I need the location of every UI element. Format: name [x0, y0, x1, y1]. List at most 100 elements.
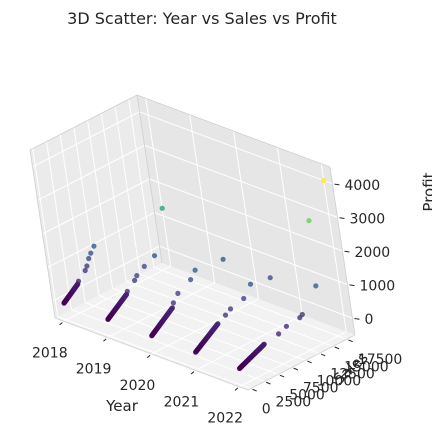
scatter-point	[297, 315, 303, 321]
y-axis-tick-label: 17500	[358, 352, 403, 368]
scatter-point	[134, 273, 140, 279]
y-axis-tick	[265, 381, 271, 385]
grid-line-y	[153, 266, 347, 340]
scatter-point	[313, 283, 319, 289]
grid-lines	[32, 98, 353, 390]
grid-line-z	[149, 178, 343, 252]
pane-edge	[136, 94, 331, 168]
y-axis-tick-label: 15000	[344, 359, 389, 375]
scatter-point	[220, 256, 226, 262]
scatter-point	[141, 263, 147, 269]
grid-line-x	[63, 265, 172, 322]
z-axis-tick	[349, 284, 355, 287]
x-axis-tick	[190, 371, 195, 375]
grid-line-z	[144, 144, 338, 218]
y-axis-tick-label: 2500	[276, 395, 312, 411]
grid-line-z	[159, 245, 353, 319]
grid-line-z	[37, 144, 145, 201]
pane-edge	[247, 334, 356, 391]
grid-line-y	[126, 280, 320, 354]
z-axis-tick-label: 3000	[350, 211, 386, 227]
scatter-point	[88, 250, 94, 256]
y-axis-tick	[293, 367, 299, 371]
z-axis-tick	[354, 318, 360, 320]
x-axis-label: Year	[105, 397, 139, 415]
y-axis-tick-label: 10000	[317, 373, 362, 389]
z-axis-tick	[344, 250, 350, 253]
scatter-point	[222, 312, 229, 318]
scatter-point	[82, 267, 88, 274]
z-axis-tick	[339, 217, 345, 219]
x-axis-tick-label: 2021	[164, 394, 200, 410]
grid-line-y	[71, 309, 265, 383]
y-axis-tick	[334, 346, 340, 350]
y-axis-tick	[320, 353, 326, 357]
x-axis-tick	[146, 354, 151, 358]
grid-line-z	[139, 111, 333, 185]
x-axis-tick-label: 2018	[32, 345, 68, 361]
scatter-point	[267, 275, 273, 281]
scatter-point	[193, 349, 199, 355]
grid-line-z	[154, 212, 348, 286]
grid-line-z	[32, 111, 140, 168]
grid-line-y	[139, 273, 334, 347]
scatter-point	[236, 365, 243, 372]
x-axis-tick-label: 2020	[120, 378, 156, 394]
z-axis-tick-label: 0	[365, 312, 374, 328]
y-axis-tick-label: 12500	[330, 366, 375, 382]
y-axis-tick	[348, 339, 353, 343]
grid-line-x	[238, 331, 347, 388]
axes-panes	[30, 95, 355, 390]
scatter-point	[227, 306, 234, 312]
scatter-point	[149, 333, 155, 339]
grid-line-y	[112, 287, 306, 361]
grid-line-y	[98, 294, 293, 368]
x-axis-tick	[103, 338, 107, 342]
x-axis-tick	[234, 387, 239, 391]
pane-edge	[329, 166, 356, 336]
z-axis-tick-label: 4000	[345, 178, 381, 194]
chart-title: 3D Scatter: Year vs Sales vs Profit	[67, 9, 337, 28]
scatter-point	[86, 255, 92, 262]
scatter-point	[241, 295, 247, 302]
z-axis-tick-label: 1000	[360, 279, 396, 295]
grid-line-x	[151, 298, 259, 355]
scatter-point	[175, 290, 181, 296]
scatter-point	[247, 281, 254, 287]
y-axis-tick-label: 5000	[289, 388, 325, 404]
grid-line-z	[42, 178, 150, 235]
scatter-point	[188, 277, 194, 283]
scatter-point	[132, 277, 138, 283]
y-axis-tick	[252, 388, 257, 392]
scatter-points	[61, 177, 327, 372]
scatter-point	[321, 177, 327, 184]
scatter-point	[306, 218, 312, 224]
pane-edge	[29, 94, 138, 151]
scatter-point	[159, 205, 165, 211]
scatter-point	[170, 300, 176, 306]
x-axis-tick	[59, 322, 63, 326]
axes-edges	[29, 94, 356, 391]
z-axis-tick-label: 2000	[355, 245, 391, 261]
x-axis-tick-label: 2022	[207, 411, 243, 427]
grid-line-x	[107, 282, 215, 339]
scatter-point	[192, 267, 198, 273]
grid-line-z	[47, 212, 155, 269]
scatter-point	[91, 243, 97, 249]
scatter-point	[105, 316, 111, 322]
y-axis-tick-label: 7500	[303, 380, 339, 396]
y-axis-tick-label: 0	[262, 402, 271, 418]
pane-edge	[54, 317, 249, 391]
scatter-point	[283, 323, 289, 329]
z-axis-label: Profit	[420, 172, 432, 211]
pane-edge	[29, 149, 56, 319]
scatter-point	[61, 300, 67, 306]
x-axis-tick-label: 2019	[76, 362, 112, 378]
y-axis-tick	[307, 360, 312, 364]
scatter-point	[276, 331, 282, 337]
scatter-point	[151, 253, 158, 259]
scatter-point	[84, 263, 90, 269]
grid-line-y	[57, 316, 251, 390]
